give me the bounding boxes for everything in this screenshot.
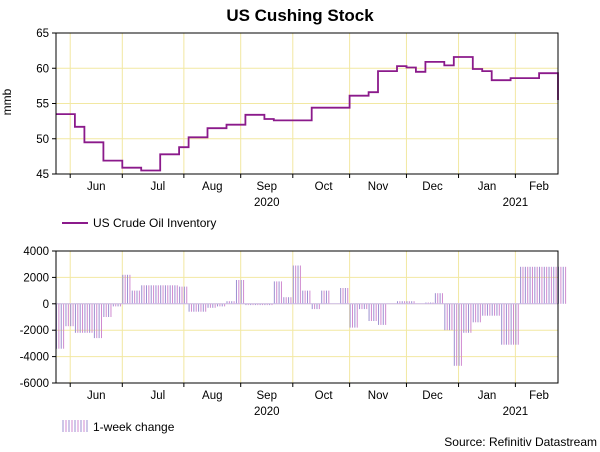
top-month-label: Sep [257,181,277,193]
change-bar [302,290,311,304]
legend-change-label: 1-week change [93,420,175,434]
bottom-month-label: Nov [368,390,389,402]
top-plot-border [55,32,559,175]
bottom-month-label: Oct [315,390,334,402]
change-bar [141,285,150,304]
change-bar [292,265,301,304]
top-y-tick-label: 50 [36,134,49,146]
change-bar [65,303,74,327]
change-bar [349,303,358,328]
change-bar [150,285,159,304]
bottom-year-label: 2020 [254,406,280,418]
change-bar [378,303,387,325]
top-y-tick-label: 60 [36,63,49,75]
change-bar [160,285,169,304]
change-bar [198,303,207,312]
top-y-tick-label: 65 [36,28,49,40]
top-month-label: Jun [87,181,106,193]
change-bar [558,266,567,304]
change-bar [74,303,84,333]
change-bar [463,303,472,333]
bottom-month-label: Jun [87,390,106,402]
change-bar [235,280,245,304]
legend-bar-swatch [62,420,88,432]
change-bar [207,303,216,308]
top-month-label: Feb [529,181,549,193]
bottom-plot-border [55,250,559,384]
change-bar [179,286,188,304]
top-month-label: Dec [422,181,443,193]
change-bar [453,303,462,366]
top-y-tick-label: 55 [36,99,49,111]
change-bar [510,303,519,345]
top-month-label: Aug [202,181,222,193]
change-bar [311,303,320,310]
change-bar [359,303,368,310]
change-bar [482,303,491,316]
change-bar [548,266,557,304]
top-month-label: Jul [150,181,165,193]
bottom-y-tick-label: -4000 [20,352,49,364]
chart-title: US Cushing Stock [226,6,374,25]
change-bar [340,288,349,304]
change-bar [520,266,529,304]
bottom-month-label: Sep [257,390,277,402]
change-bar [188,303,197,312]
bottom-month-label: Dec [422,390,443,402]
top-y-axis-label: mmb [0,88,14,115]
bottom-y-tick-label: -6000 [20,378,49,390]
change-bar [444,303,453,331]
weekly-change-panel: -6000 -4000 -2000 0 2000 4000 Jun Jul Aug Sep Oct N… [20,246,567,418]
top-month-label: Oct [315,181,334,193]
bottom-plot-area [56,251,558,383]
change-bar [131,290,140,304]
change-bar [103,303,112,317]
bottom-y-tick-label: 4000 [23,246,49,258]
bottom-month-label: Jan [478,390,497,402]
bottom-month-label: Jul [150,390,165,402]
change-bar [273,281,282,304]
change-bar [122,274,131,304]
top-month-label: Nov [368,181,389,193]
change-bar [539,266,548,304]
inventory-line [56,56,559,172]
change-bar [434,293,443,304]
change-bar [93,303,102,339]
top-year-label: 2021 [503,197,529,209]
bottom-month-label: Feb [529,390,549,402]
bottom-y-tick-label: 0 [43,299,49,311]
change-bar [321,290,330,304]
legend-inventory-label: US Crude Oil Inventory [93,216,216,230]
top-month-label: Jan [478,181,497,193]
change-bar [169,285,178,304]
bottom-year-label: 2021 [503,406,529,418]
change-bar [501,303,510,345]
change-bar [84,303,93,333]
change-bar [368,303,377,321]
bottom-month-label: Aug [202,390,222,402]
change-bar [529,266,538,304]
change-bar [491,303,500,316]
change-bar [472,303,481,323]
bottom-y-tick-label: 2000 [23,272,49,284]
bottom-y-tick-label: -2000 [20,325,49,337]
change-bar [283,297,292,304]
top-y-tick-label: 45 [36,169,49,181]
source-note: Source: Refinitiv Datastream [444,435,597,449]
top-year-label: 2020 [254,197,280,209]
